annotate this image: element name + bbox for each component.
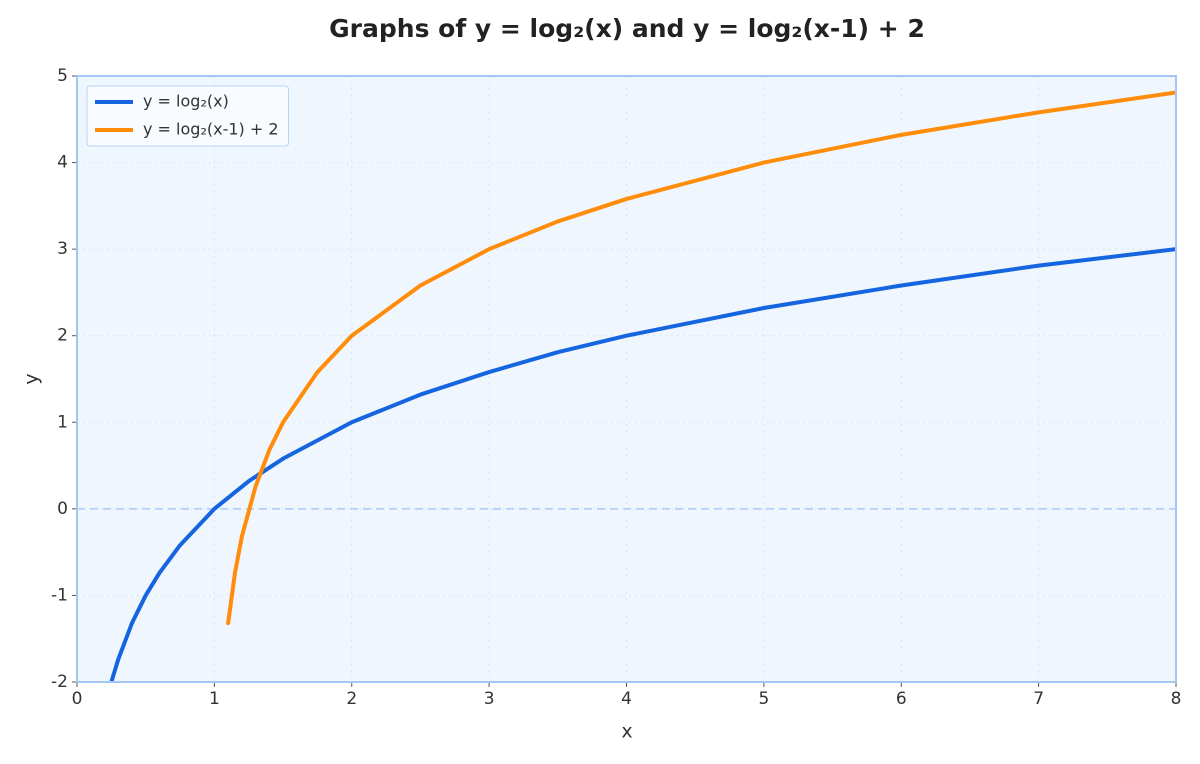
x-tick-label: 3 [484, 689, 495, 709]
plot-border [76, 75, 1177, 683]
series-line [226, 90, 1176, 626]
y-axis-label: y [21, 373, 43, 384]
series-line [109, 247, 1176, 682]
x-tick-label: 0 [72, 689, 83, 709]
legend: y = log₂(x) y = log₂(x-1) + 2 [86, 85, 290, 147]
x-axis-label: x [621, 721, 632, 743]
x-tick-label: 7 [1033, 689, 1044, 709]
chart-title: Graphs of y = log₂(x) and y = log₂(x-1) … [329, 14, 925, 43]
y-tick-label: 4 [57, 153, 68, 173]
y-tick-label: 3 [57, 239, 68, 259]
y-tick-label: 5 [57, 66, 68, 86]
y-tick-label: 1 [57, 412, 68, 432]
y-tick-label: 0 [57, 499, 68, 519]
x-tick-label: 5 [758, 689, 769, 709]
x-tick-label: 8 [1171, 689, 1182, 709]
x-tick-label: 2 [346, 689, 357, 709]
legend-label: y = log₂(x-1) + 2 [143, 120, 279, 139]
x-tick-label: 1 [209, 689, 220, 709]
y-tick-label: -1 [51, 585, 68, 605]
y-tick-label: -2 [51, 672, 68, 692]
legend-label: y = log₂(x) [143, 92, 229, 111]
legend-box [86, 85, 290, 147]
y-tick-label: 2 [57, 326, 68, 346]
x-tick-label: 4 [621, 689, 632, 709]
x-tick-label: 6 [896, 689, 907, 709]
